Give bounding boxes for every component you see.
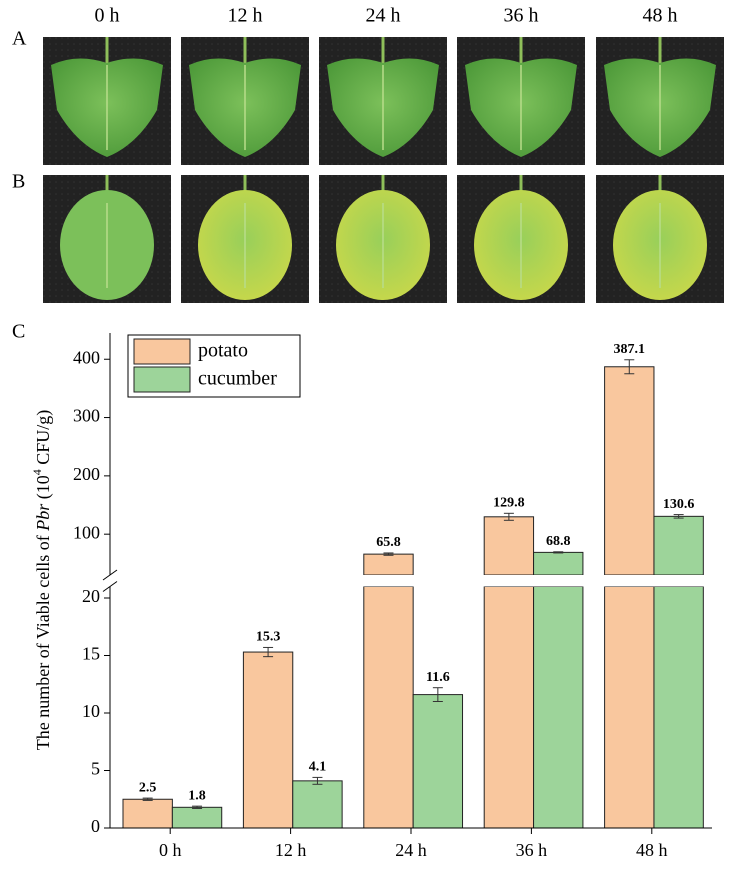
- y-tick-label: 0: [91, 816, 100, 836]
- y-label-part: Pbr: [33, 503, 53, 532]
- bar: [604, 366, 655, 576]
- bar: [363, 553, 414, 576]
- legend-swatch: [133, 366, 191, 393]
- bar: [533, 586, 584, 829]
- panel-label: B: [12, 171, 25, 193]
- bar: [122, 798, 173, 829]
- panel-label: C: [12, 321, 25, 343]
- y-label-part: 4: [30, 469, 44, 475]
- x-tick-label: 36 h: [516, 840, 548, 860]
- time-label: 12 h: [228, 5, 263, 27]
- y-tick-label: 400: [73, 347, 100, 367]
- x-tick-label: 0 h: [159, 840, 182, 860]
- bar: [171, 806, 223, 829]
- bar: [412, 694, 464, 829]
- y-axis-label: The number of Viable cells of Pbr (104 C…: [30, 410, 54, 751]
- y-tick-label: 200: [73, 464, 100, 484]
- y-label-part: CFU/g): [33, 410, 54, 470]
- value-label: 129.8: [493, 496, 525, 511]
- y-label-part: The number of Viable cells of: [33, 531, 53, 751]
- time-label: 0 h: [95, 5, 120, 27]
- bar: [483, 586, 535, 829]
- value-label: 1.8: [188, 788, 206, 803]
- value-label: 4.1: [309, 760, 327, 775]
- y-tick-label: 20: [82, 586, 100, 606]
- bar: [483, 516, 535, 576]
- value-label: 65.8: [376, 535, 401, 550]
- panel-label: A: [12, 28, 27, 50]
- value-label: 387.1: [614, 342, 646, 357]
- value-label: 2.5: [139, 780, 157, 795]
- time-label: 48 h: [643, 5, 678, 27]
- bar: [533, 551, 584, 576]
- x-tick-label: 12 h: [275, 840, 307, 860]
- photo-panels: [43, 37, 724, 303]
- legend-swatch: [133, 338, 191, 365]
- y-tick-label: 10: [82, 701, 100, 721]
- bar: [653, 586, 704, 829]
- break-mark: [102, 581, 118, 592]
- value-label: 68.8: [546, 534, 571, 549]
- break-mark: [102, 569, 118, 581]
- value-label: 11.6: [426, 670, 450, 685]
- time-label: 36 h: [504, 5, 539, 27]
- bar: [604, 586, 655, 829]
- y-tick-label: 300: [73, 406, 100, 426]
- y-tick-label: 5: [91, 759, 100, 779]
- y-tick-label: 100: [73, 522, 100, 542]
- bar: [292, 780, 343, 829]
- y-tick-label: 15: [82, 644, 100, 664]
- value-label: 15.3: [256, 630, 281, 645]
- x-tick-label: 48 h: [636, 840, 668, 860]
- bar: [363, 586, 414, 829]
- legend-label: potato: [198, 340, 248, 362]
- bar: [653, 515, 704, 576]
- legend-label: cucumber: [198, 368, 277, 390]
- bar: [242, 651, 294, 829]
- time-label: 24 h: [366, 5, 401, 27]
- y-label-part: (10: [33, 475, 54, 504]
- value-label: 130.6: [663, 497, 695, 512]
- x-tick-label: 24 h: [395, 840, 427, 860]
- axis-break: [98, 575, 714, 587]
